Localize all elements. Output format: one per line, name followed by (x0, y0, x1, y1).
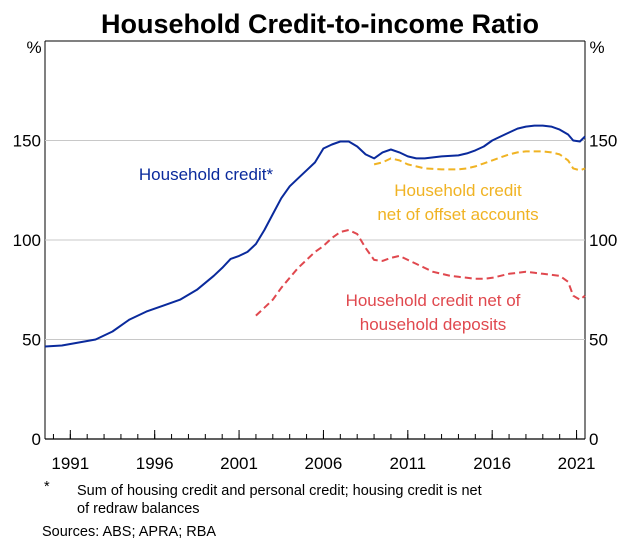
y-tick-right-0: 0 (589, 430, 598, 449)
x-tick-label-2001: 2001 (220, 454, 258, 473)
footnote-line-1: Sum of housing credit and personal credi… (77, 483, 482, 499)
series-label-line: Household credit* (139, 165, 274, 184)
y-axis-unit-right: % (589, 38, 604, 57)
series-label-household-credit: Household credit* (139, 165, 274, 184)
x-tick-label-2006: 2006 (305, 454, 343, 473)
footnote-line-2: of redraw balances (77, 501, 200, 517)
series-line-0 (44, 124, 586, 348)
y-axis-unit-left: % (26, 38, 41, 57)
y-tick-right-50: 50 (589, 331, 608, 350)
series-label-net-of-deposits: Household credit net of household deposit… (346, 291, 521, 334)
series-line-1 (373, 150, 586, 172)
x-tick-label-1996: 1996 (136, 454, 174, 473)
y-tick-left-0: 0 (32, 430, 41, 449)
y-axis-ticks: 0 0 50 50 100 100 150 150 (13, 132, 618, 450)
gridlines (45, 140, 585, 340)
y-tick-left-50: 50 (22, 331, 41, 350)
series-line-2 (255, 229, 586, 317)
series-label-line: net of offset accounts (377, 205, 538, 224)
x-axis-ticks: 1991 1996 2001 2006 2011 2016 2021 (51, 430, 595, 473)
x-tick-label-2011: 2011 (390, 454, 427, 473)
x-tick-label-2016: 2016 (473, 454, 511, 473)
series-label-line: Household credit (394, 181, 522, 200)
y-tick-left-150: 150 (13, 132, 41, 151)
chart-title: Household Credit-to-income Ratio (101, 9, 539, 39)
x-tick-label-1991: 1991 (51, 454, 89, 473)
series-label-net-of-offset: Household credit net of offset accounts (377, 181, 538, 224)
series-label-line: Household credit net of (346, 291, 521, 310)
y-tick-right-150: 150 (589, 132, 617, 151)
x-tick-label-2021: 2021 (558, 454, 596, 473)
series-label-line: household deposits (360, 315, 507, 334)
y-tick-right-100: 100 (589, 231, 617, 250)
y-tick-left-100: 100 (13, 231, 41, 250)
sources-note: Sources: ABS; APRA; RBA (42, 524, 216, 540)
footnote-marker: * (44, 479, 50, 495)
series-lines (44, 124, 586, 348)
